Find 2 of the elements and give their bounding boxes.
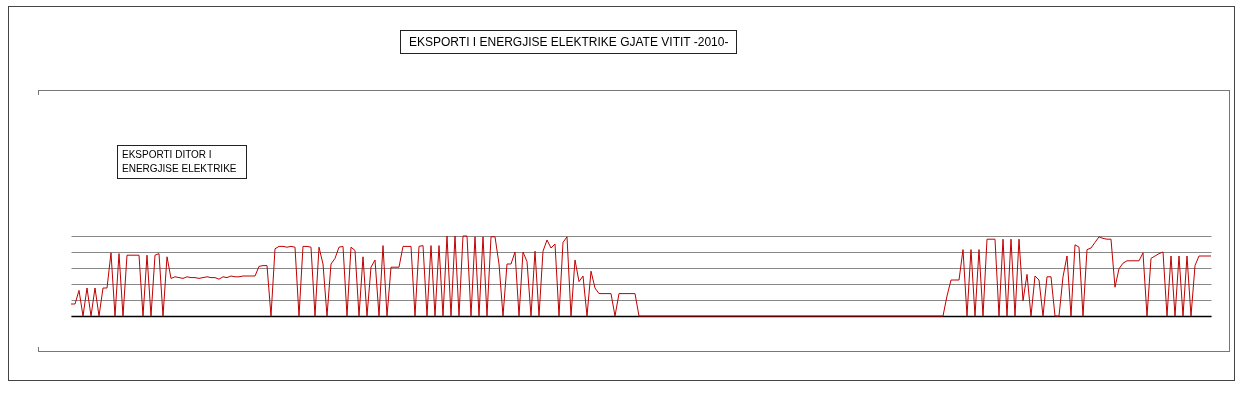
chart-title: EKSPORTI I ENERGJISE ELEKTRIKE GJATE VITIT -2010- bbox=[400, 30, 738, 54]
text: EKSPORTI DITOR I ENERGJISE ELEKTRIKE bbox=[117, 145, 247, 179]
